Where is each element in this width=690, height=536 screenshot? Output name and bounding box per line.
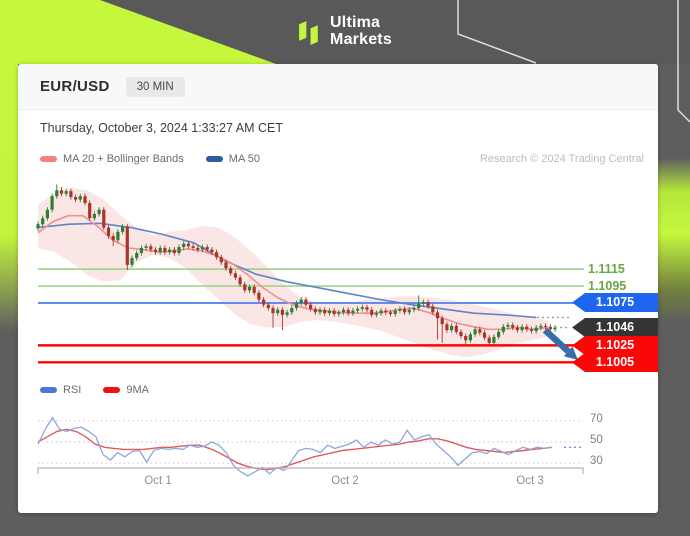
ma50-swatch (205, 156, 223, 162)
legend-ma50: MA 50 (205, 153, 260, 165)
title-row: EUR/USD 30 MIN (18, 64, 658, 110)
level-label-1-1115: 1.1115 (588, 262, 625, 276)
legend-9ma-label: 9MA (126, 384, 149, 396)
lime-left-strip (0, 64, 18, 340)
legend-ma20-bollinger: MA 20 + Bollinger Bands (40, 153, 184, 165)
ultima-markets-logo-icon (298, 19, 321, 46)
brand-line2: Markets (330, 31, 392, 48)
rsi-swatch (40, 387, 57, 393)
legend-9ma: 9MA (103, 384, 149, 396)
timeframe-chip: 30 MIN (125, 76, 185, 97)
brand-line1: Ultima (330, 14, 381, 32)
x-axis-label-oct1: Oct 1 (144, 475, 172, 487)
timestamp: Thursday, October 3, 2024 1:33:27 AM CET (40, 121, 283, 135)
9ma-swatch (103, 387, 121, 393)
level-badge-1-1025: 1.1025 (572, 336, 658, 355)
rsi-tick-30: 30 (590, 455, 603, 467)
chart-card: EUR/USD 30 MIN Thursday, October 3, 2024… (18, 64, 658, 513)
rsi-legend: RSI 9MA (40, 384, 171, 396)
research-attribution: Research © 2024 Trading Central (479, 153, 644, 165)
legend-rsi-label: RSI (63, 384, 82, 396)
brand-logo: Ultima Markets (0, 0, 690, 64)
x-axis-label-oct2: Oct 2 (331, 475, 359, 487)
x-axis-label-oct3: Oct 3 (516, 475, 544, 487)
ma20-swatch (40, 156, 57, 162)
legend-rsi: RSI (40, 384, 81, 396)
legend-ma20-label: MA 20 + Bollinger Bands (63, 153, 184, 165)
level-label-1-1095: 1.1095 (588, 279, 627, 293)
last-price-badge-1-1046: 1.1046 (572, 318, 658, 337)
level-badge-1-1005: 1.1005 (572, 353, 658, 372)
pair-title: EUR/USD (40, 78, 110, 95)
level-badge-1-1075: 1.1075 (572, 293, 658, 312)
legend-ma50-label: MA 50 (228, 153, 260, 165)
rsi-tick-70: 70 (590, 413, 603, 425)
brand-name: Ultima Markets (330, 14, 392, 49)
price-chart-legend: MA 20 + Bollinger Bands MA 50 Research ©… (18, 146, 658, 172)
rsi-tick-50: 50 (590, 434, 603, 446)
lime-right-accent (658, 158, 690, 323)
